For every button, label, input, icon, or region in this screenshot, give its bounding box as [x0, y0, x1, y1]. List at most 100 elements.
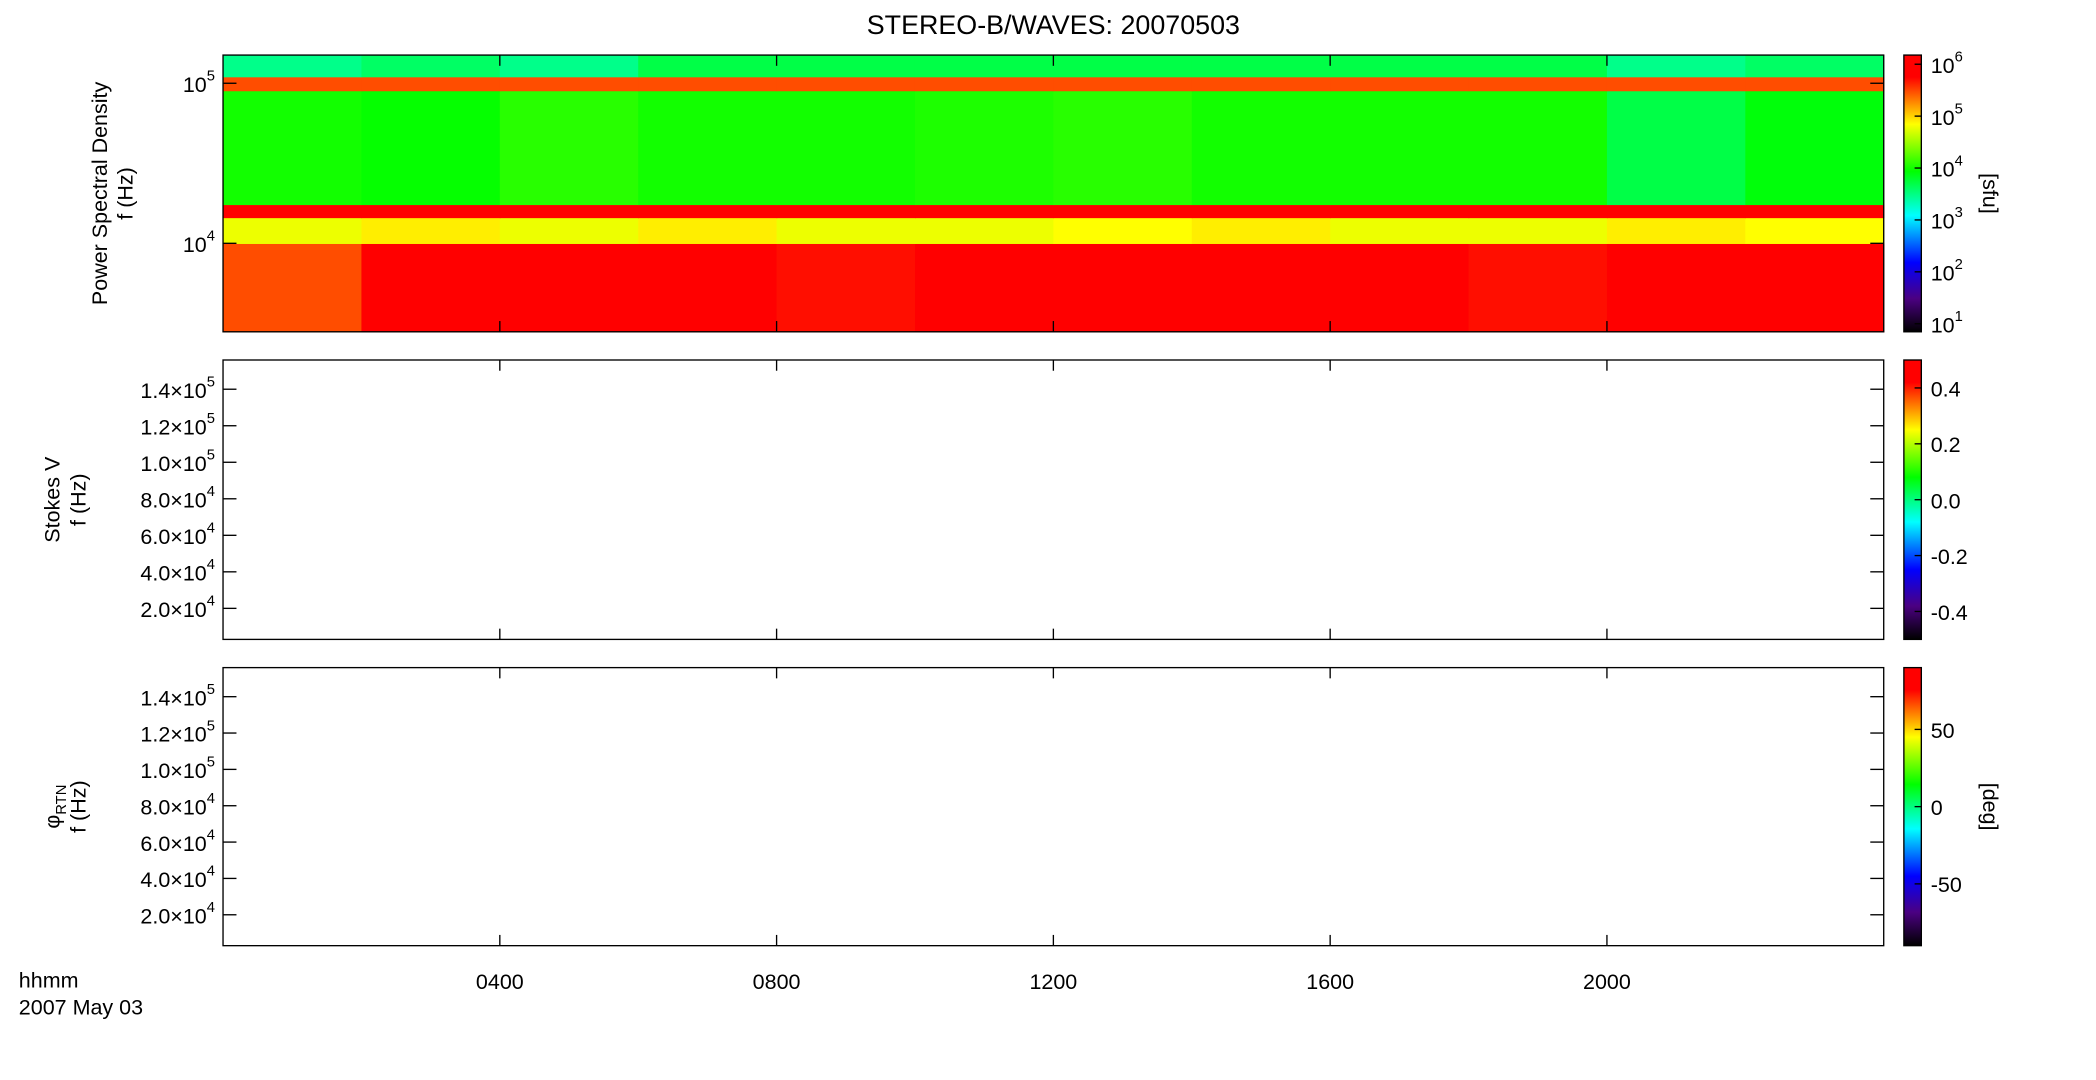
y-axis-label: φRTN — [40, 785, 69, 829]
heatmap-cell — [499, 76, 639, 92]
tick-label-exponent: 2 — [1955, 257, 1963, 273]
tick-label-base: 10 — [183, 73, 207, 97]
tick-label-exponent: 5 — [207, 682, 215, 698]
tick-label-exponent: 5 — [207, 718, 215, 734]
tick-label-exponent: 4 — [207, 827, 215, 843]
colorbar-tick-label: -50 — [1931, 873, 1962, 897]
heatmap-cell — [1745, 55, 1885, 78]
x-tick-label: 2000 — [1583, 970, 1631, 994]
heatmap-cell — [914, 217, 1055, 244]
y-axis-label: f (Hz) — [113, 167, 137, 220]
y-axis-label-text: φ — [40, 815, 64, 829]
y-axis-label-text: f (Hz) — [66, 473, 90, 526]
tick-label-exponent: 4 — [207, 484, 215, 500]
tick-label-base: 10 — [1931, 261, 1955, 285]
heatmap-cell — [1053, 243, 1193, 333]
tick-label-base: 1.0×10 — [140, 759, 206, 783]
heatmap-cell — [914, 243, 1055, 333]
title: STEREO-B/WAVES: 20070503 — [867, 10, 1240, 40]
heatmap-cell — [1191, 76, 1331, 92]
heatmap-cell — [776, 204, 916, 219]
heatmap-cell — [1606, 217, 1746, 244]
tick-label-base: 10 — [1931, 209, 1955, 233]
heatmap-cell — [1606, 243, 1746, 333]
tick-label-base: 1.2×10 — [140, 722, 206, 746]
y-axis-label: Power Spectral Density — [87, 82, 111, 306]
heatmap-cell — [1468, 76, 1608, 92]
heatmap-cell — [638, 90, 778, 206]
heatmap-cell — [1606, 55, 1746, 78]
heatmap-cell — [499, 90, 639, 206]
tick-label-exponent: 4 — [1955, 153, 1963, 169]
heatmap-cell — [499, 217, 639, 244]
tick-label-exponent: 6 — [1955, 49, 1963, 65]
heatmap-cell — [223, 204, 363, 219]
tick-label-exponent: 5 — [207, 447, 215, 463]
heatmap-cell — [223, 76, 363, 92]
tick-label-exponent: 4 — [207, 228, 215, 244]
colorbar-tick-label: 0.4 — [1931, 377, 1961, 401]
tick-label-base: 10 — [183, 233, 207, 257]
heatmap-cell — [223, 243, 363, 333]
heatmap-cell — [638, 76, 778, 92]
heatmap-cell — [1053, 76, 1193, 92]
y-tick-label: 1.0×105 — [140, 755, 215, 783]
heatmap-cell — [1330, 90, 1470, 206]
heatmap-cell — [1745, 204, 1885, 219]
colorbar-unit: [sfu] — [1978, 173, 2002, 214]
heatmap-cell — [1468, 90, 1608, 206]
heatmap-cell — [1330, 204, 1470, 219]
heatmap-cell — [638, 243, 778, 333]
tick-label-exponent: 5 — [207, 411, 215, 427]
tick-label-base: 2.0×10 — [140, 904, 206, 928]
tick-label-base: 2.0×10 — [140, 598, 206, 622]
tick-label-base: 8.0×10 — [140, 488, 206, 512]
heatmap-cell — [776, 76, 916, 92]
heatmap-cell — [499, 204, 639, 219]
tick-label-exponent: 4 — [207, 791, 215, 807]
tick-label-base: 4.0×10 — [140, 868, 206, 892]
y-tick-label: 4.0×104 — [140, 864, 215, 892]
y-tick-label: 8.0×104 — [140, 791, 215, 819]
tick-label-exponent: 4 — [207, 900, 215, 916]
heatmap-cell — [223, 90, 363, 206]
y-tick-label: 1.0×105 — [140, 447, 215, 475]
heatmap-cell — [914, 90, 1055, 206]
heatmap-cell — [1191, 204, 1331, 219]
y-tick-label: 2.0×104 — [140, 900, 215, 928]
tick-label-exponent: 4 — [207, 557, 215, 573]
heatmap-cell — [776, 90, 916, 206]
tick-label-exponent: 5 — [207, 755, 215, 771]
y-tick-label: 6.0×104 — [140, 827, 215, 855]
heatmap-cell — [1330, 55, 1470, 78]
tick-label-exponent: 5 — [207, 68, 215, 84]
heatmap-cell — [1191, 55, 1331, 78]
heatmap-cell — [1468, 204, 1608, 219]
heatmap-cell — [1330, 217, 1470, 244]
heatmap-cell — [1745, 217, 1885, 244]
tick-label-exponent: 5 — [1955, 101, 1963, 117]
tick-label-base: 0.0 — [1931, 489, 1961, 513]
heatmap-cell — [1468, 217, 1608, 244]
tick-label-exponent: 4 — [207, 521, 215, 537]
y-axis-label: f (Hz) — [66, 780, 90, 833]
heatmap-cell — [499, 55, 639, 78]
y-tick-label: 1.2×105 — [140, 411, 215, 439]
tick-label-base: 10 — [1931, 157, 1955, 181]
colorbar-tick-label: 104 — [1931, 153, 1963, 181]
tick-label-exponent: 1 — [1955, 309, 1963, 325]
heatmap-cell — [1606, 204, 1746, 219]
heatmap-cell — [1745, 243, 1885, 333]
tick-label-exponent: 3 — [1955, 205, 1963, 221]
colorbar-tick-label: 105 — [1931, 101, 1963, 129]
tick-label-base: 8.0×10 — [140, 795, 206, 819]
tick-label-exponent: 4 — [207, 864, 215, 880]
heatmap-cell — [638, 204, 778, 219]
y-axis-label-text: f (Hz) — [113, 167, 137, 220]
colorbar-tick-label: 0.2 — [1931, 433, 1961, 457]
x-tick-label: 0800 — [753, 970, 801, 994]
heatmap-cell — [1191, 243, 1331, 333]
colorbar — [1903, 54, 1923, 333]
